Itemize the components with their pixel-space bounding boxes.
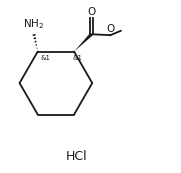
Text: &1: &1 <box>73 55 83 61</box>
Text: &1: &1 <box>41 55 51 61</box>
Text: NH$_2$: NH$_2$ <box>23 17 44 31</box>
Text: HCl: HCl <box>66 150 87 163</box>
Polygon shape <box>74 33 93 52</box>
Text: O: O <box>87 7 96 17</box>
Text: O: O <box>106 24 115 34</box>
